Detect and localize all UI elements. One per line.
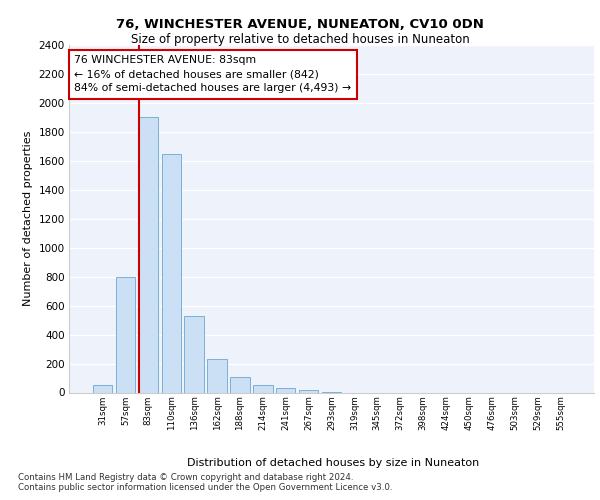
Y-axis label: Number of detached properties: Number of detached properties [23, 131, 33, 306]
Bar [208, 359, 227, 392]
Bar [116, 276, 135, 392]
Bar [230, 378, 250, 392]
Text: Contains HM Land Registry data © Crown copyright and database right 2024.: Contains HM Land Registry data © Crown c… [18, 472, 353, 482]
Bar [184, 316, 204, 392]
Bar [276, 388, 295, 392]
Bar [93, 386, 112, 392]
Text: 76, WINCHESTER AVENUE, NUNEATON, CV10 0DN: 76, WINCHESTER AVENUE, NUNEATON, CV10 0D… [116, 18, 484, 30]
Text: Contains public sector information licensed under the Open Government Licence v3: Contains public sector information licen… [18, 484, 392, 492]
Bar [253, 386, 272, 392]
Text: Size of property relative to detached houses in Nuneaton: Size of property relative to detached ho… [131, 32, 469, 46]
Bar [161, 154, 181, 392]
Bar [139, 118, 158, 392]
Text: 76 WINCHESTER AVENUE: 83sqm
← 16% of detached houses are smaller (842)
84% of se: 76 WINCHESTER AVENUE: 83sqm ← 16% of det… [74, 56, 352, 94]
Bar [299, 390, 319, 392]
Text: Distribution of detached houses by size in Nuneaton: Distribution of detached houses by size … [187, 458, 479, 468]
